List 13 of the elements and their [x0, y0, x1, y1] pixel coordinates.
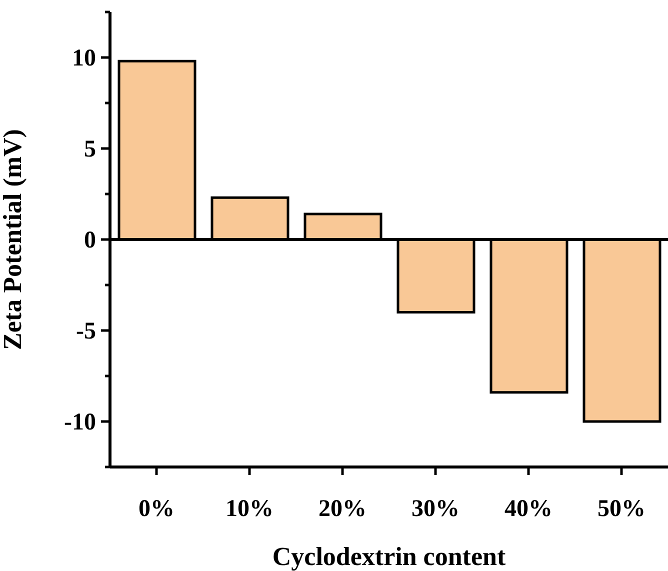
y-tick-label: 10 [72, 46, 96, 72]
y-tick-label: -5 [76, 318, 96, 344]
x-tick-label: 20% [318, 496, 366, 522]
x-tick-label: 0% [138, 496, 174, 522]
x-tick-label: 40% [504, 496, 552, 522]
x-tick-label: 30% [412, 496, 460, 522]
x-tick-label: 10% [226, 496, 274, 522]
y-tick-label: 5 [84, 136, 96, 162]
x-axis-title: Cyclodextrin content [272, 542, 506, 571]
y-tick-label: -10 [64, 410, 96, 436]
x-tick-label: 50% [598, 496, 646, 522]
y-tick-label: 0 [84, 228, 96, 254]
y-axis-title: Zeta Potential (mV) [0, 129, 28, 350]
